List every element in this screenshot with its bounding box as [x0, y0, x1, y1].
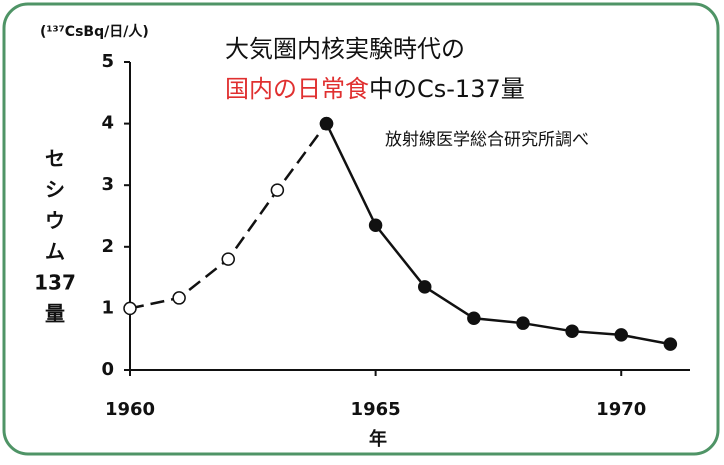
data-point — [123, 301, 137, 316]
y-axis-label: ウ — [45, 209, 65, 233]
chart-title-line2: 国内の日常食中のCs-137量 — [225, 75, 525, 103]
data-point — [417, 280, 432, 294]
data-point — [614, 328, 628, 342]
subtitle: 放射線医学総合研究所調べ — [385, 130, 589, 150]
unit-label: (¹³⁷CsBq/日/人) — [40, 23, 149, 40]
frame — [2, 2, 720, 456]
y-tick-label: 1 — [101, 297, 114, 318]
data-point — [270, 183, 285, 197]
title-part: 中のCs-137量 — [369, 75, 525, 103]
data-point — [319, 116, 334, 131]
data-point — [368, 218, 383, 232]
y-axis-label: 137 — [34, 271, 76, 295]
chart-title: 大気圏内核実験時代の — [225, 35, 465, 63]
x-tick-label: 1960 — [105, 399, 155, 420]
y-axis-label: 量 — [45, 302, 65, 326]
y-tick-label: 5 — [101, 51, 114, 72]
title-part: 国内の日常食 — [225, 75, 369, 103]
y-axis-label: シ — [45, 178, 65, 202]
data-point — [663, 337, 678, 351]
data-point — [467, 311, 481, 326]
x-tick-label: 1965 — [351, 399, 401, 420]
x-tick-label: 1970 — [596, 399, 646, 420]
data-point — [565, 324, 579, 338]
data-line — [325, 123, 671, 346]
y-axis-label: ム — [45, 240, 65, 264]
y-tick-label: 3 — [101, 174, 114, 195]
data-point — [516, 316, 530, 330]
data-point — [221, 252, 235, 266]
y-tick-label: 4 — [101, 113, 114, 134]
y-axis-label: セ — [45, 147, 65, 171]
y-tick-label: 0 — [101, 359, 114, 380]
data-point — [172, 291, 186, 305]
x-axis-label: 年 — [369, 428, 387, 450]
y-tick-label: 2 — [101, 236, 114, 257]
